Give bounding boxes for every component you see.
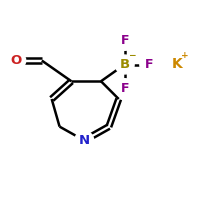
Text: O: O [11,54,22,67]
Circle shape [75,131,94,150]
Circle shape [115,79,134,98]
Text: F: F [120,34,129,47]
Circle shape [167,55,186,74]
Circle shape [115,55,134,74]
Circle shape [7,51,26,70]
Text: F: F [145,58,154,71]
Circle shape [115,31,134,50]
Circle shape [140,55,159,74]
Text: −: − [128,51,136,60]
Text: F: F [120,82,129,95]
Text: K: K [172,58,182,72]
Text: +: + [181,51,189,60]
Text: B: B [120,58,130,71]
Text: N: N [79,134,90,147]
